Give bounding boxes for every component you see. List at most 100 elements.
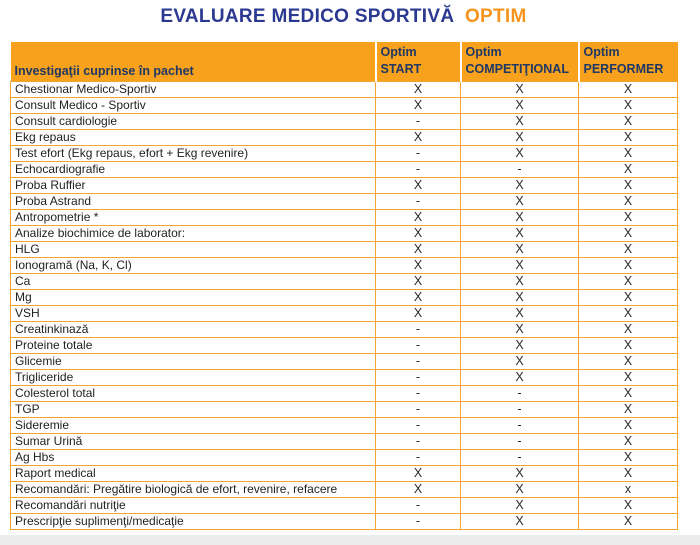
mark-optim-competitional: X xyxy=(460,305,579,322)
mark-optim-performer: X xyxy=(578,225,678,242)
investigation-label: Recomandări: Pregătire biologică de efor… xyxy=(10,481,376,498)
mark-optim-start: - xyxy=(375,401,461,418)
mark-optim-performer: X xyxy=(578,81,678,98)
mark-optim-start: - xyxy=(375,513,461,530)
mark-optim-competitional: X xyxy=(460,225,579,242)
table-row: Ekg repaus X X X xyxy=(10,129,678,146)
investigation-label: Recomandări nutriţie xyxy=(10,497,376,514)
column-header-optim-performer: Optim PERFORMER xyxy=(577,42,678,82)
mark-optim-performer: X xyxy=(578,161,678,178)
mark-optim-performer: X xyxy=(578,433,678,450)
table-row: VSH X X X xyxy=(10,305,678,322)
investigation-label: Glicemie xyxy=(10,353,376,370)
mark-optim-performer: X xyxy=(578,97,678,114)
table-row: Consult cardiologie - X X xyxy=(10,113,678,130)
investigation-label: Mg xyxy=(10,289,376,306)
mark-optim-performer: X xyxy=(578,193,678,210)
table-row: TGP - - X xyxy=(10,401,678,418)
mark-optim-competitional: X xyxy=(460,81,579,98)
mark-optim-start: X xyxy=(375,225,461,242)
table-row: Consult Medico - Sportiv X X X xyxy=(10,97,678,114)
mark-optim-performer: X xyxy=(578,305,678,322)
table-row: Recomandări: Pregătire biologică de efor… xyxy=(10,481,678,498)
investigation-label: VSH xyxy=(10,305,376,322)
mark-optim-start: X xyxy=(375,305,461,322)
mark-optim-competitional: X xyxy=(460,465,579,482)
mark-optim-competitional: - xyxy=(460,385,579,402)
mark-optim-competitional: - xyxy=(460,433,579,450)
table-row: Colesterol total - - X xyxy=(10,385,678,402)
package-tier-label: COMPETIŢIONAL xyxy=(465,62,569,76)
mark-optim-start: X xyxy=(375,241,461,258)
mark-optim-competitional: X xyxy=(460,289,579,306)
mark-optim-competitional: X xyxy=(460,145,579,162)
investigation-label: Sumar Urină xyxy=(10,433,376,450)
mark-optim-performer: X xyxy=(578,209,678,226)
investigation-label: Echocardiografie xyxy=(10,161,376,178)
table-row: Creatinkinază - X X xyxy=(10,321,678,338)
mark-optim-performer: X xyxy=(578,369,678,386)
mark-optim-start: - xyxy=(375,145,461,162)
table-row: Chestionar Medico-Sportiv X X X xyxy=(10,81,678,98)
mark-optim-performer: X xyxy=(578,273,678,290)
mark-optim-competitional: X xyxy=(460,257,579,274)
mark-optim-performer: X xyxy=(578,129,678,146)
investigation-label: Ionogramă (Na, K, Cl) xyxy=(10,257,376,274)
header-row: Investigaţii cuprinse în pachet Optim ST… xyxy=(10,42,678,82)
mark-optim-start: - xyxy=(375,353,461,370)
mark-optim-start: - xyxy=(375,369,461,386)
investigation-label: Trigliceride xyxy=(10,369,376,386)
mark-optim-start: - xyxy=(375,449,461,466)
table-row: Proba Ruffier X X X xyxy=(10,177,678,194)
mark-optim-start: X xyxy=(375,273,461,290)
mark-optim-competitional: X xyxy=(460,97,579,114)
table-row: Sumar Urină - - X xyxy=(10,433,678,450)
page-title: EVALUARE MEDICO SPORTIVĂ OPTIM xyxy=(10,6,677,28)
mark-optim-competitional: X xyxy=(460,113,579,130)
mark-optim-performer: X xyxy=(578,113,678,130)
investigation-label: Proteine totale xyxy=(10,337,376,354)
mark-optim-start: - xyxy=(375,337,461,354)
package-tier-label: PERFORMER xyxy=(583,62,664,76)
table-row: Analize biochimice de laborator: X X X xyxy=(10,225,678,242)
mark-optim-competitional: - xyxy=(460,161,579,178)
column-header-optim-start: Optim START xyxy=(374,42,461,82)
mark-optim-start: - xyxy=(375,161,461,178)
mark-optim-competitional: X xyxy=(460,241,579,258)
packages-table: Investigaţii cuprinse în pachet Optim ST… xyxy=(10,42,678,530)
mark-optim-performer: X xyxy=(578,289,678,306)
mark-optim-performer: X xyxy=(578,145,678,162)
mark-optim-start: X xyxy=(375,209,461,226)
table-header: Investigaţii cuprinse în pachet Optim ST… xyxy=(10,42,678,82)
package-brand-label: Optim xyxy=(583,45,620,59)
mark-optim-performer: X xyxy=(578,465,678,482)
mark-optim-performer: X xyxy=(578,321,678,338)
mark-optim-start: - xyxy=(375,433,461,450)
investigation-label: TGP xyxy=(10,401,376,418)
mark-optim-performer: X xyxy=(578,449,678,466)
table-row: Prescripţie suplimenţi/medicaţie - X X xyxy=(10,513,678,530)
page-bottom-edge xyxy=(0,535,700,545)
investigation-label: Sideremie xyxy=(10,417,376,434)
mark-optim-performer: X xyxy=(578,241,678,258)
mark-optim-performer: X xyxy=(578,497,678,514)
mark-optim-start: X xyxy=(375,129,461,146)
investigation-label: Ca xyxy=(10,273,376,290)
mark-optim-start: X xyxy=(375,81,461,98)
mark-optim-start: - xyxy=(375,417,461,434)
mark-optim-performer: X xyxy=(578,257,678,274)
page-title-main: EVALUARE MEDICO SPORTIVĂ xyxy=(160,6,455,27)
mark-optim-start: - xyxy=(375,193,461,210)
mark-optim-start: X xyxy=(375,257,461,274)
table-row: Trigliceride - X X xyxy=(10,369,678,386)
mark-optim-competitional: X xyxy=(460,321,579,338)
mark-optim-start: - xyxy=(375,321,461,338)
mark-optim-competitional: X xyxy=(460,497,579,514)
table-row: Mg X X X xyxy=(10,289,678,306)
table-body: Chestionar Medico-Sportiv X X X Consult … xyxy=(10,81,678,530)
mark-optim-performer: X xyxy=(578,353,678,370)
mark-optim-start: - xyxy=(375,113,461,130)
mark-optim-competitional: X xyxy=(460,337,579,354)
mark-optim-start: - xyxy=(375,385,461,402)
